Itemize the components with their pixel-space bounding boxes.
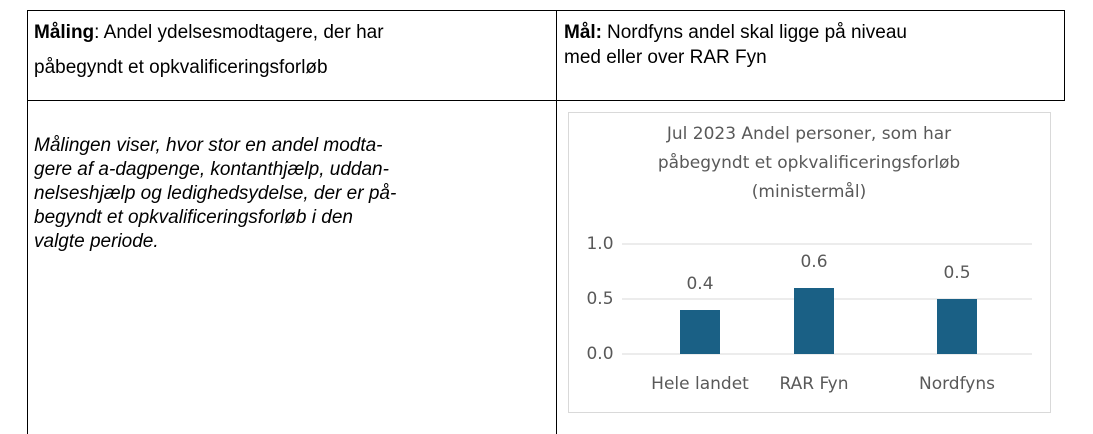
header-text: Nordfyns andel skal ligge på niveau (607, 22, 907, 43)
description-line: gere af a-dagpenge, kontanthjælp, uddan- (34, 159, 389, 180)
chart: Jul 2023 Andel personer, som har påbegynd… (586, 124, 1032, 394)
bar (937, 299, 977, 354)
chart-title: Jul 2023 Andel personer, som har (666, 124, 951, 144)
bar (680, 310, 720, 354)
y-tick-label: 0.0 (586, 344, 613, 364)
chart-title: påbegyndt et opkvalificeringsforløb (658, 152, 960, 173)
header-text: med eller over RAR Fyn (564, 47, 767, 68)
description-line: valgte periode. (34, 231, 159, 252)
x-tick-label: Hele landet (651, 374, 749, 394)
header-line: Måling: Andel ydelsesmodtagere, der har (34, 22, 384, 43)
description-line: Målingen viser, hvor stor en andel modta… (34, 135, 383, 156)
description: Målingen viser, hvor stor en andel modta… (34, 135, 396, 252)
table-borders (27, 10, 1065, 434)
bar (794, 288, 834, 354)
description-line: nelseshjælp og ledighedsydelse, der er p… (34, 183, 396, 204)
data-label: 0.6 (800, 252, 827, 272)
chart-title: (ministermål) (752, 181, 866, 202)
header-line: Mål: Nordfyns andel skal ligge på niveau (564, 22, 907, 43)
y-tick-label: 0.5 (586, 289, 613, 309)
x-tick-label: RAR Fyn (779, 374, 848, 394)
header-label: Måling (34, 22, 94, 43)
header-text: : Andel ydelsesmodtagere, der har (94, 22, 384, 43)
y-tick-label: 1.0 (586, 234, 613, 254)
x-tick-label: Nordfyns (919, 374, 995, 394)
description-line: begyndt et opkvalificeringsforløb i den (34, 207, 353, 228)
header-label: Mål: (564, 22, 602, 43)
data-label: 0.4 (686, 274, 713, 294)
header-text: påbegyndt et opkvalificeringsforløb (34, 57, 328, 78)
chart-frame (568, 112, 1051, 413)
data-label: 0.5 (943, 263, 970, 283)
